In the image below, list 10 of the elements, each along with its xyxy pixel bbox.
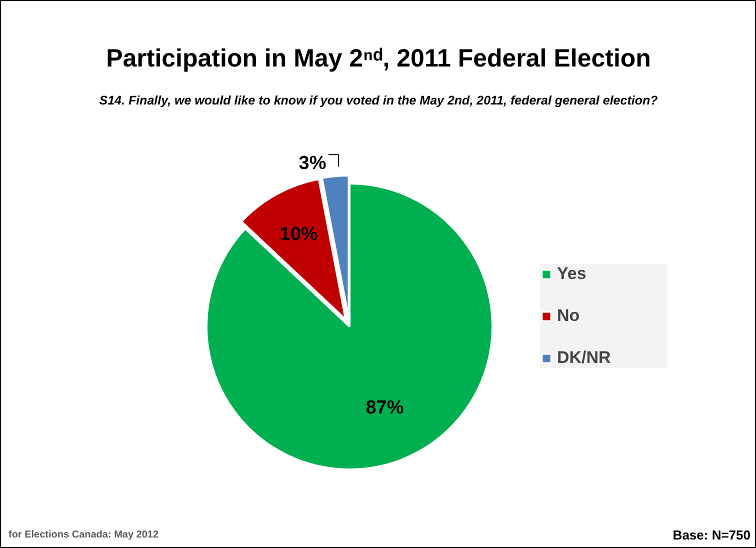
legend-label: Yes (557, 264, 588, 284)
text: for Elections Canada: May 2012 (8, 530, 159, 540)
chart-subtitle: S14. Finally, we would like to know if you voted in the May 2nd, 2011, federal general election? (99, 94, 658, 108)
legend-label: No (557, 306, 581, 326)
chart-title: Participation in May 2ⁿᵈ, 2011 Federal Election (106, 44, 651, 72)
data-label: 3% (298, 153, 326, 174)
data-label: 10% (280, 224, 318, 245)
text: Base: N=750 (672, 528, 751, 542)
data-label: 87% (366, 397, 404, 418)
legend-label: DK/NR (557, 348, 612, 368)
